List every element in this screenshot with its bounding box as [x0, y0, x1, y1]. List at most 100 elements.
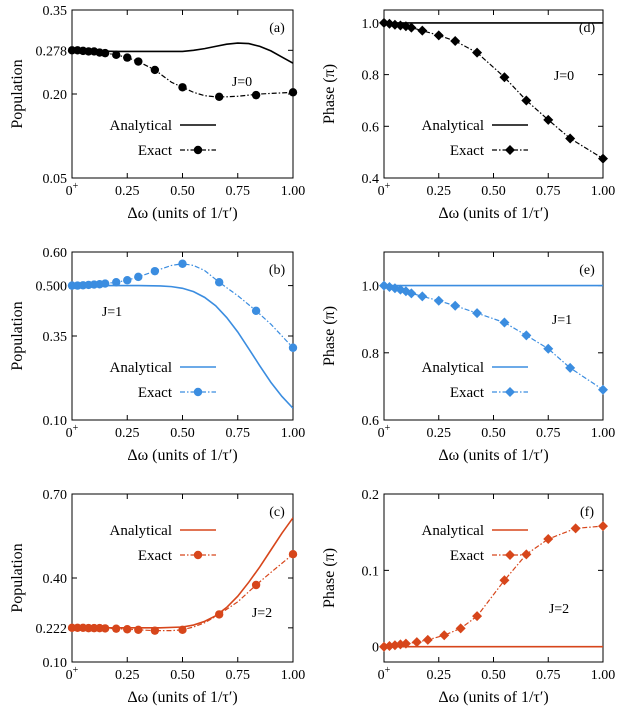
x-tick-label: 1.00 [591, 668, 616, 683]
axes-frame [71, 493, 294, 663]
exact-marker [178, 83, 187, 92]
exact-marker [150, 626, 160, 635]
axes-frame [383, 493, 604, 663]
exact-marker [598, 153, 608, 164]
exact-marker [422, 634, 433, 645]
legend-label-analytical: Analytical [422, 523, 484, 539]
axes-frame [71, 251, 294, 421]
x-tick-label: 0.75 [226, 668, 251, 683]
legend-label-analytical: Analytical [110, 118, 172, 134]
exact-marker [565, 362, 576, 373]
y-tick-label: 0.70 [43, 488, 68, 503]
x-axis-label: Δω (units of 1/τ′) [438, 205, 548, 222]
x-tick-label: 0.50 [170, 184, 195, 199]
x-tick-label: 0+ [378, 665, 391, 683]
y-tick-label: 0.6 [362, 120, 380, 135]
panel-label: (b) [269, 263, 286, 278]
x-tick-label: 0.75 [226, 426, 251, 441]
x-tick-label: 0+ [66, 423, 79, 441]
x-tick-label: 0.75 [536, 426, 561, 441]
exact-marker [178, 259, 187, 268]
panel-label: (a) [269, 21, 285, 36]
x-tick-label: 1.00 [591, 426, 616, 441]
exact-marker [433, 295, 444, 306]
exact-marker [288, 550, 298, 559]
y-tick-label: 0.222 [36, 622, 68, 637]
exact-marker [439, 630, 450, 641]
exact-marker [521, 330, 532, 341]
y-tick-label: 0.500 [36, 280, 68, 295]
panel-label: (c) [269, 505, 285, 520]
j-label: J=0 [554, 69, 574, 84]
y-tick-label: 0 [372, 641, 379, 656]
exact-marker [100, 279, 110, 288]
axes-frame [383, 9, 604, 179]
legend-label-analytical: Analytical [110, 360, 172, 376]
x-tick-label: 1.00 [591, 184, 616, 199]
y-tick-label: 1.0 [362, 17, 380, 32]
exact-marker [123, 53, 132, 62]
x-tick-label: 0.50 [481, 184, 506, 199]
y-tick-label: 0.2 [362, 488, 380, 503]
y-tick-label: 0.278 [36, 44, 68, 59]
exact-marker [499, 575, 510, 586]
panel-label: (e) [579, 263, 595, 278]
exact-marker [472, 47, 483, 58]
analytical-line [72, 284, 293, 409]
legend-marker-exact [193, 145, 203, 155]
y-tick-label: 0.1 [362, 564, 380, 579]
x-tick-label: 0+ [378, 423, 391, 441]
exact-marker [406, 22, 417, 33]
x-tick-label: 0.25 [115, 426, 140, 441]
y-tick-label: 0.8 [362, 69, 380, 84]
legend-label-exact: Exact [138, 548, 173, 564]
j-label: J=2 [549, 602, 569, 617]
y-tick-label: 0.10 [43, 656, 68, 671]
y-axis-label: Phase (π) [321, 64, 338, 124]
exact-marker [450, 300, 461, 311]
legend: Analytical Exact [422, 118, 528, 159]
j-label: J=1 [552, 313, 572, 328]
exact-marker [134, 57, 143, 66]
exact-marker [288, 343, 298, 352]
x-axis-label: Δω (units of 1/τ′) [438, 689, 548, 706]
legend-label-exact: Exact [450, 143, 485, 159]
legend: Analytical Exact [110, 360, 216, 401]
x-axis-label: Δω (units of 1/τ′) [127, 205, 237, 222]
legend: Analytical Exact [110, 523, 216, 564]
exact-marker [134, 625, 143, 634]
exact-marker [417, 25, 428, 36]
exact-marker [251, 306, 261, 315]
x-tick-label: 0.25 [115, 184, 140, 199]
legend-label-analytical: Analytical [110, 523, 172, 539]
legend-label-exact: Exact [138, 385, 173, 401]
j-label: J=2 [252, 606, 272, 621]
exact-marker [112, 624, 121, 633]
y-tick-label: 0.05 [43, 172, 68, 187]
axes-frame [383, 251, 604, 421]
x-tick-label: 0.50 [170, 426, 195, 441]
legend-marker-exact [505, 145, 515, 155]
exact-marker [570, 523, 581, 534]
x-tick-label: 0.25 [427, 426, 452, 441]
legend-label-exact: Exact [138, 143, 173, 159]
x-tick-label: 0.50 [481, 426, 506, 441]
x-axis-label: Δω (units of 1/τ′) [127, 447, 237, 464]
exact-marker [251, 90, 261, 100]
x-tick-label: 0.25 [427, 184, 452, 199]
exact-marker [288, 88, 298, 97]
x-tick-label: 1.00 [281, 668, 306, 683]
exact-marker [214, 610, 224, 619]
exact-marker [123, 625, 132, 634]
x-tick-label: 0+ [66, 665, 79, 683]
exact-marker [521, 549, 532, 560]
exact-marker [150, 266, 160, 276]
exact-marker [543, 534, 554, 545]
exact-marker [100, 624, 110, 633]
exact-marker [214, 92, 224, 102]
x-axis-label: Δω (units of 1/τ′) [127, 689, 237, 706]
legend: Analytical Exact [422, 523, 528, 564]
legend-marker-exact [505, 387, 515, 397]
y-tick-label: 1.0 [362, 280, 380, 295]
